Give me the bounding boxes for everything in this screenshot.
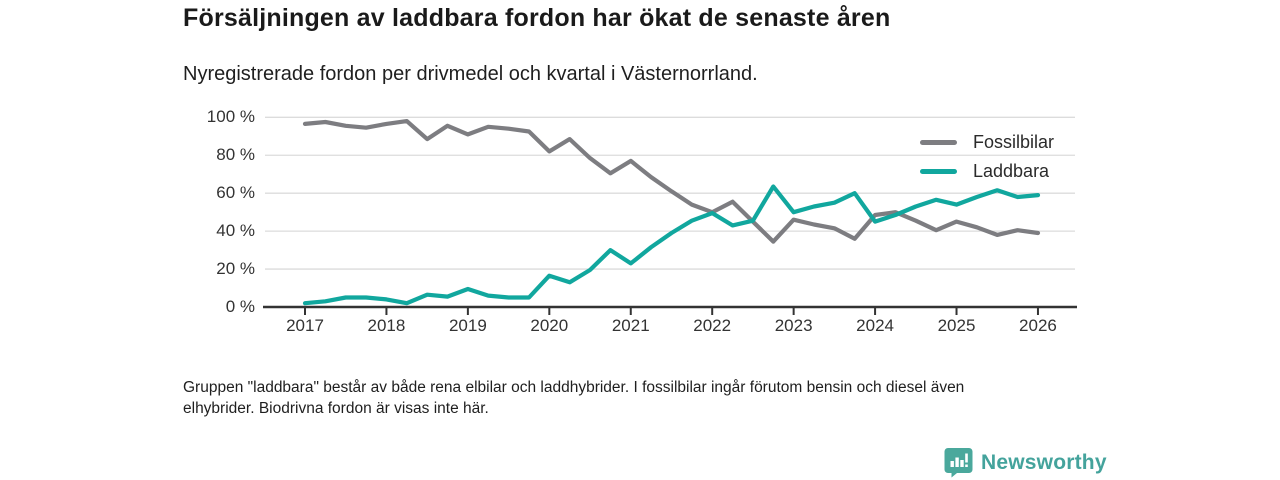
- y-axis-label: 80 %: [216, 145, 255, 165]
- y-axis-label: 20 %: [216, 259, 255, 279]
- x-axis-label: 2017: [286, 316, 324, 335]
- chart-footnote: Gruppen "laddbara" består av både rena e…: [183, 379, 965, 417]
- legend-swatch-laddbara: [920, 169, 957, 174]
- legend-label-laddbara: Laddbara: [973, 161, 1050, 181]
- y-axis-label: 0 %: [225, 297, 255, 316]
- x-axis-label: 2026: [1019, 316, 1057, 335]
- y-axis-label: 40 %: [216, 221, 255, 241]
- newsworthy-logo: Newsworthy: [944, 447, 1107, 478]
- y-axis-label: 60 %: [216, 183, 255, 203]
- legend-label-fossilbilar: Fossilbilar: [973, 132, 1055, 152]
- legend-item-laddbara: Laddbara: [920, 160, 1054, 183]
- y-axis-label: 100 %: [206, 107, 255, 127]
- x-axis-label: 2020: [530, 316, 569, 335]
- x-axis-label: 2024: [856, 316, 894, 335]
- x-axis-label: 2018: [367, 316, 406, 335]
- x-axis-label: 2025: [937, 316, 976, 335]
- x-axis-label: 2022: [693, 316, 732, 335]
- series-line-fossilbilar: [302, 118, 1041, 244]
- series-line-laddbara: [302, 184, 1041, 306]
- newsworthy-logo-icon: [944, 448, 973, 478]
- chart-subtitle: Nyregistrerade fordon per drivmedel och …: [183, 63, 758, 85]
- x-axis-label: 2021: [611, 316, 650, 335]
- chart-legend: Fossilbilar Laddbara: [920, 131, 1054, 183]
- x-axis-label: 2023: [774, 316, 813, 335]
- newsworthy-logo-text: Newsworthy: [981, 450, 1107, 474]
- legend-item-fossilbilar: Fossilbilar: [920, 131, 1054, 154]
- x-axis-label: 2019: [448, 316, 487, 335]
- legend-swatch-fossilbilar: [920, 140, 957, 145]
- chart-title: Försäljningen av laddbara fordon har öka…: [183, 4, 891, 32]
